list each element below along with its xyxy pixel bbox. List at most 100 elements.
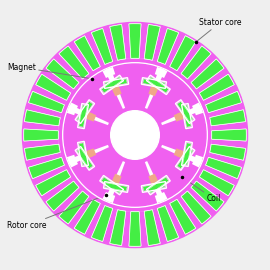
Bar xyxy=(174,148,185,158)
Bar xyxy=(174,112,185,122)
Wedge shape xyxy=(157,205,179,241)
Wedge shape xyxy=(181,191,211,224)
Wedge shape xyxy=(29,91,65,113)
Wedge shape xyxy=(155,192,167,203)
Wedge shape xyxy=(192,155,203,167)
Wedge shape xyxy=(74,36,100,71)
Wedge shape xyxy=(199,170,234,196)
Bar xyxy=(177,148,193,168)
Wedge shape xyxy=(129,24,141,58)
Wedge shape xyxy=(103,67,115,78)
Bar xyxy=(110,177,120,188)
Wedge shape xyxy=(212,129,246,141)
Wedge shape xyxy=(29,157,65,179)
Wedge shape xyxy=(199,74,234,100)
Bar xyxy=(100,176,123,195)
Wedge shape xyxy=(191,59,224,89)
Circle shape xyxy=(59,59,211,211)
Wedge shape xyxy=(170,36,196,71)
Circle shape xyxy=(22,22,248,248)
Bar xyxy=(75,100,94,123)
Bar xyxy=(147,176,170,195)
Wedge shape xyxy=(157,29,179,65)
Text: Stator core: Stator core xyxy=(196,18,241,42)
Bar xyxy=(79,143,87,165)
Wedge shape xyxy=(210,144,245,160)
Wedge shape xyxy=(110,210,126,245)
Bar xyxy=(177,102,193,122)
Wedge shape xyxy=(157,29,179,65)
Bar xyxy=(105,183,127,191)
Circle shape xyxy=(111,111,159,159)
Circle shape xyxy=(59,59,211,211)
Wedge shape xyxy=(129,24,141,58)
Bar xyxy=(82,150,93,160)
Wedge shape xyxy=(74,199,100,234)
Wedge shape xyxy=(210,110,245,126)
Bar xyxy=(182,141,192,167)
Wedge shape xyxy=(144,25,160,60)
Wedge shape xyxy=(91,205,113,241)
Wedge shape xyxy=(192,103,203,115)
Wedge shape xyxy=(46,59,79,89)
Wedge shape xyxy=(29,91,65,113)
Wedge shape xyxy=(191,181,224,211)
Wedge shape xyxy=(25,110,60,126)
Wedge shape xyxy=(46,59,79,89)
Bar xyxy=(82,110,93,120)
Wedge shape xyxy=(67,103,78,115)
Text: Magnet: Magnet xyxy=(7,63,92,79)
Bar xyxy=(102,177,122,193)
Bar xyxy=(150,82,160,93)
Bar xyxy=(176,147,195,170)
Wedge shape xyxy=(103,192,115,203)
Bar xyxy=(100,75,123,94)
Bar xyxy=(85,148,96,158)
Wedge shape xyxy=(29,157,65,179)
Bar xyxy=(103,78,129,88)
Bar xyxy=(143,183,165,191)
Wedge shape xyxy=(181,191,211,224)
Wedge shape xyxy=(36,170,71,196)
Bar xyxy=(176,100,195,123)
Wedge shape xyxy=(91,29,113,65)
Wedge shape xyxy=(144,25,160,60)
Bar xyxy=(143,79,165,87)
Bar xyxy=(141,78,167,88)
Wedge shape xyxy=(199,74,234,100)
Bar xyxy=(141,182,167,192)
Wedge shape xyxy=(36,74,71,100)
Wedge shape xyxy=(24,129,58,141)
Wedge shape xyxy=(205,91,241,113)
Wedge shape xyxy=(205,157,241,179)
Wedge shape xyxy=(59,46,89,79)
Text: Rotor core: Rotor core xyxy=(7,195,106,230)
Bar xyxy=(105,79,127,87)
Wedge shape xyxy=(68,145,109,165)
Wedge shape xyxy=(74,199,100,234)
Wedge shape xyxy=(129,212,141,246)
Bar xyxy=(78,103,88,129)
Bar xyxy=(75,147,94,170)
Wedge shape xyxy=(105,161,125,202)
Wedge shape xyxy=(205,91,241,113)
Wedge shape xyxy=(105,68,125,109)
Wedge shape xyxy=(181,46,211,79)
Bar xyxy=(77,102,93,122)
Wedge shape xyxy=(157,205,179,241)
Wedge shape xyxy=(145,161,165,202)
Bar xyxy=(79,105,87,127)
Wedge shape xyxy=(110,25,126,60)
Bar xyxy=(177,150,188,160)
Bar xyxy=(148,77,168,93)
Wedge shape xyxy=(59,191,89,224)
Bar xyxy=(110,82,120,93)
Bar xyxy=(78,141,88,167)
Bar xyxy=(77,148,93,168)
Wedge shape xyxy=(110,210,126,245)
Wedge shape xyxy=(161,145,202,165)
Wedge shape xyxy=(199,170,234,196)
Wedge shape xyxy=(67,155,78,167)
Bar xyxy=(148,177,168,193)
Bar xyxy=(112,174,122,185)
